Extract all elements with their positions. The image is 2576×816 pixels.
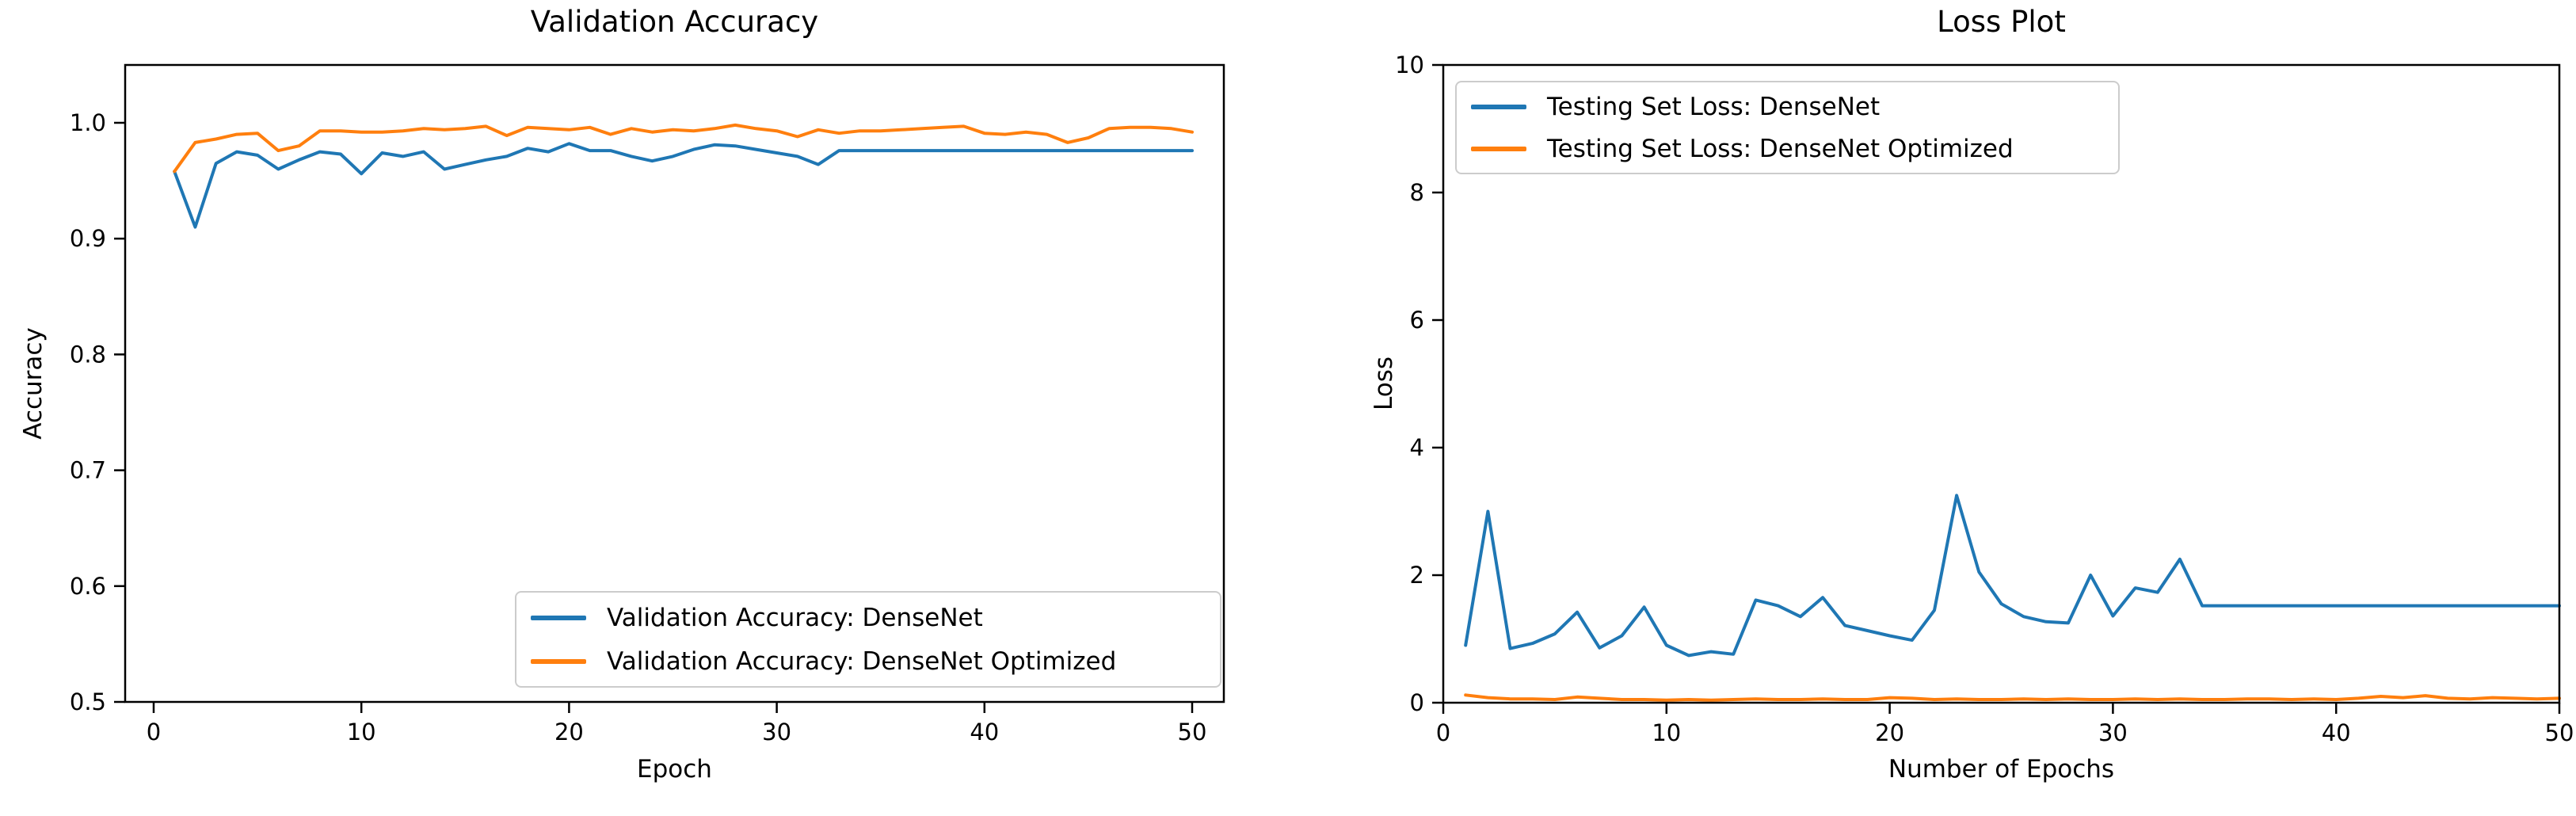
loss-x-axis-label: Number of Epochs [1888, 755, 2115, 784]
densenet-loss-line-swatch [1471, 104, 1526, 109]
loss-x-tick-label: 50 [2545, 719, 2574, 746]
accuracy-x-tick-label: 0 [147, 719, 161, 745]
accuracy-legend: Validation Accuracy: DenseNet Validation… [515, 591, 1221, 688]
legend-row: Validation Accuracy: DenseNet Optimized [531, 647, 1206, 676]
legend-row: Testing Set Loss: DenseNet Optimized [1471, 135, 2104, 163]
accuracy-x-axis-label: Epoch [637, 755, 712, 784]
accuracy-x-tick-label: 50 [1178, 719, 1207, 745]
loss-y-tick-label: 8 [1410, 179, 1424, 206]
validation-accuracy-title: Validation Accuracy [530, 5, 819, 39]
loss-y-tick-label: 2 [1410, 562, 1424, 589]
loss-y-tick-label: 4 [1410, 434, 1424, 461]
accuracy-x-tick-label: 30 [762, 719, 791, 745]
legend-label: Testing Set Loss: DenseNet [1547, 92, 1881, 121]
legend-row: Testing Set Loss: DenseNet [1471, 93, 2104, 121]
loss-series-line [1464, 494, 2561, 658]
accuracy-y-tick-label: 1.0 [70, 109, 106, 136]
loss-plot-title: Loss Plot [1937, 5, 2066, 39]
accuracy-y-axis-label: Accuracy [19, 327, 48, 440]
accuracy-axes-box [124, 63, 1225, 704]
legend-label: Validation Accuracy: DenseNet [607, 603, 983, 632]
loss-x-tick-label: 20 [1875, 719, 1904, 746]
accuracy-series-line [173, 123, 1194, 173]
accuracy-series-line [173, 142, 1194, 229]
loss-y-tick-label: 10 [1395, 51, 1424, 78]
accuracy-x-tick-label: 20 [554, 719, 584, 745]
accuracy-y-tick-label: 0.5 [70, 688, 106, 715]
densenet-line-swatch [531, 615, 586, 620]
accuracy-y-tick-label: 0.9 [70, 225, 106, 252]
loss-x-tick-label: 30 [2098, 719, 2128, 746]
densenet-optimized-line-swatch [531, 658, 586, 664]
legend-label: Testing Set Loss: DenseNet Optimized [1547, 134, 2014, 163]
accuracy-y-tick-label: 0.8 [70, 341, 106, 368]
loss-series-line [1464, 693, 2561, 702]
accuracy-y-tick-label: 0.7 [70, 457, 106, 484]
loss-x-tick-label: 10 [1652, 719, 1681, 746]
loss-x-tick-label: 0 [1436, 719, 1450, 746]
loss-axes-box [1442, 63, 2561, 704]
accuracy-x-tick-label: 10 [347, 719, 376, 745]
densenet-optimized-loss-line-swatch [1471, 146, 1526, 151]
legend-row: Validation Accuracy: DenseNet [531, 604, 1206, 632]
loss-x-tick-label: 40 [2322, 719, 2351, 746]
loss-y-tick-label: 0 [1410, 689, 1424, 716]
loss-y-axis-label: Loss [1370, 357, 1398, 410]
loss-y-tick-label: 6 [1410, 307, 1424, 334]
accuracy-x-tick-label: 40 [970, 719, 999, 745]
accuracy-y-tick-label: 0.6 [70, 573, 106, 600]
legend-label: Validation Accuracy: DenseNet Optimized [607, 646, 1117, 676]
loss-legend: Testing Set Loss: DenseNet Testing Set L… [1455, 81, 2120, 174]
